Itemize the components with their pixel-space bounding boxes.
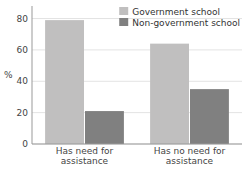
y-axis-line — [32, 6, 33, 144]
y-tick-label: 0 — [22, 139, 28, 149]
legend: Government schoolNon-government school — [119, 7, 240, 28]
bar — [45, 20, 84, 144]
grid-line — [32, 144, 242, 145]
legend-item: Non-government school — [119, 18, 240, 28]
x-tick-label: Has need forassistance — [56, 146, 114, 166]
legend-swatch — [119, 7, 128, 15]
chart-svg: 0 20 40 60 80 Has need forassistance Has no ne… — [0, 0, 246, 170]
legend-label: Government school — [132, 7, 220, 17]
bars — [45, 20, 229, 144]
x-tick-label: Has no need forassistance — [154, 146, 226, 166]
bar — [150, 44, 189, 144]
y-tick-label: 40 — [17, 76, 29, 86]
y-tick-label: 20 — [17, 108, 29, 118]
y-axis-label: % — [4, 70, 13, 80]
x-axis-line — [32, 144, 242, 145]
bar — [190, 89, 229, 144]
bar — [85, 111, 124, 144]
y-tick-label: 80 — [17, 14, 29, 24]
legend-item: Government school — [119, 7, 220, 17]
legend-swatch — [119, 18, 128, 26]
chart-container: 0 20 40 60 80 Has need forassistance Has no ne… — [0, 0, 246, 170]
legend-label: Non-government school — [132, 18, 240, 28]
grid — [32, 19, 242, 144]
y-tick-label: 60 — [17, 45, 29, 55]
